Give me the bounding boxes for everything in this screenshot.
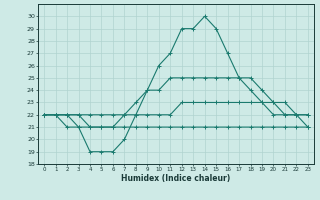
X-axis label: Humidex (Indice chaleur): Humidex (Indice chaleur) [121,174,231,183]
